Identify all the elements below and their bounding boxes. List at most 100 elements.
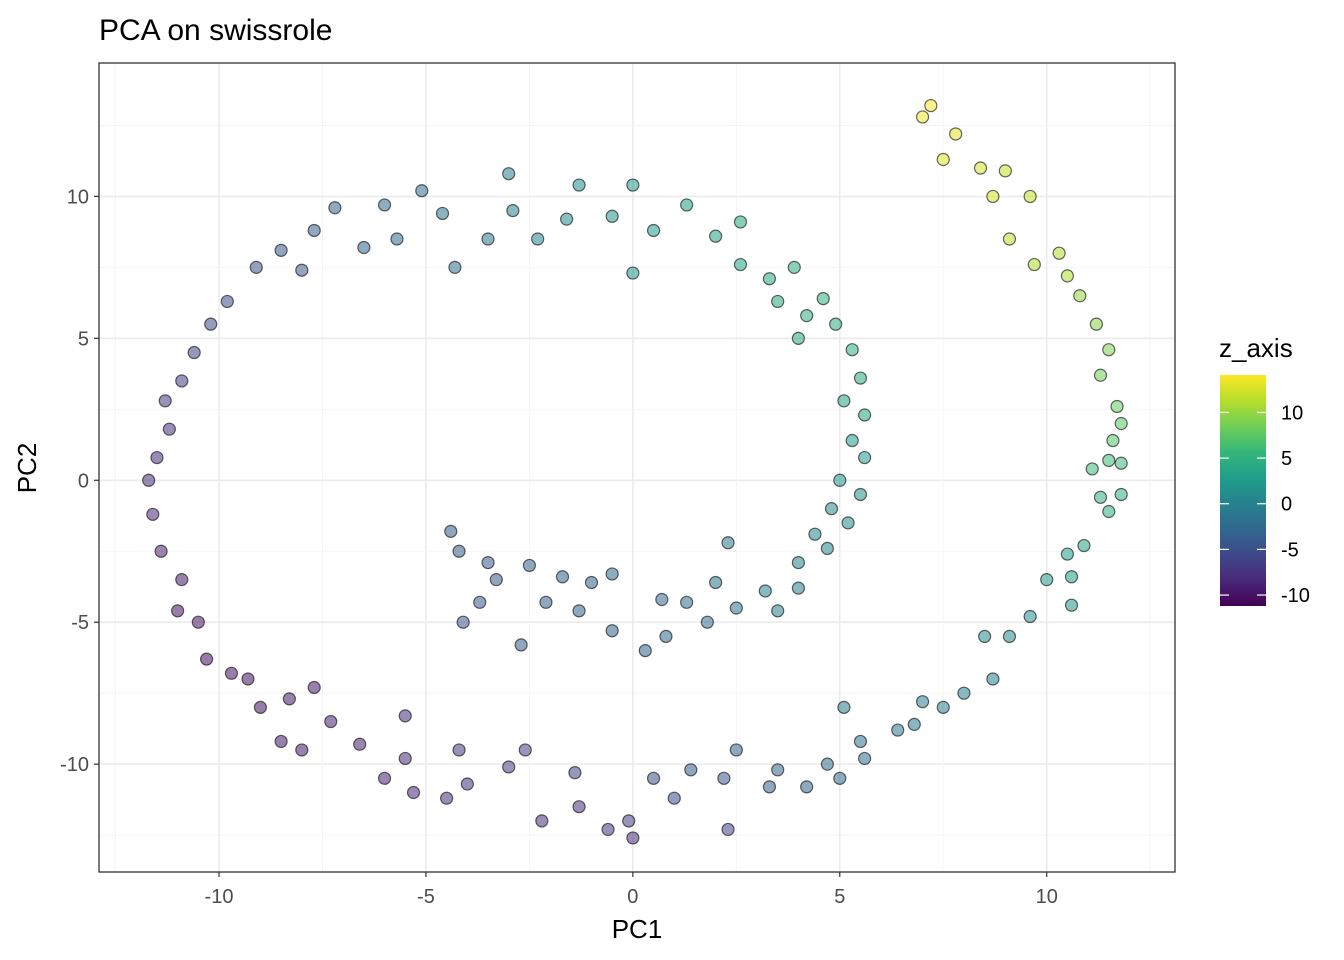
data-point — [973, 161, 988, 175]
data-point — [949, 127, 963, 141]
data-point — [584, 575, 599, 590]
data-point — [572, 800, 586, 814]
data-point — [473, 595, 487, 609]
data-point — [845, 433, 859, 448]
colorbar — [1220, 375, 1266, 606]
data-point — [853, 734, 868, 749]
data-point — [295, 743, 309, 757]
data-point — [1093, 490, 1108, 504]
data-point — [638, 643, 652, 658]
data-point — [146, 507, 160, 521]
data-point — [398, 751, 412, 766]
data-point — [824, 502, 839, 516]
data-point — [187, 345, 201, 360]
data-point — [758, 584, 772, 598]
data-point — [514, 638, 528, 652]
data-point — [150, 450, 164, 465]
data-point — [406, 785, 421, 800]
data-point — [452, 544, 466, 558]
data-point — [762, 780, 777, 794]
legend-tick-label: 5 — [1281, 448, 1292, 470]
data-point — [907, 717, 921, 731]
data-point — [626, 266, 640, 280]
data-point — [274, 243, 288, 257]
data-point — [853, 487, 868, 502]
y-tick-label: 0 — [78, 470, 89, 492]
data-point — [353, 737, 367, 751]
data-point — [1060, 269, 1075, 283]
data-point — [837, 394, 851, 408]
data-point — [572, 604, 586, 618]
data-point — [295, 263, 309, 277]
data-point — [936, 700, 950, 714]
data-point — [936, 152, 950, 167]
data-point — [800, 780, 814, 794]
data-point — [481, 232, 495, 246]
data-point — [771, 604, 785, 618]
data-point — [709, 229, 723, 243]
data-point — [733, 257, 748, 272]
data-point — [1040, 573, 1054, 587]
data-point — [915, 695, 930, 709]
data-point — [328, 201, 342, 215]
data-point — [1027, 257, 1041, 272]
data-point — [200, 652, 214, 666]
data-point — [771, 294, 785, 309]
data-point — [1114, 487, 1128, 502]
data-point — [820, 541, 834, 556]
data-point — [535, 814, 549, 828]
data-point — [357, 240, 371, 255]
data-point — [680, 198, 694, 212]
data-point — [833, 473, 847, 487]
data-point — [1114, 416, 1128, 431]
data-point — [622, 814, 636, 828]
data-point — [762, 272, 777, 286]
data-point — [390, 232, 404, 246]
data-point — [986, 672, 1000, 686]
data-point — [791, 555, 806, 570]
data-point — [282, 692, 296, 706]
data-point — [721, 822, 735, 837]
grid — [99, 63, 1175, 872]
data-point — [377, 198, 392, 212]
data-point — [481, 555, 495, 570]
legend-tick-label: -5 — [1281, 539, 1299, 561]
data-point — [733, 215, 748, 229]
data-point — [522, 558, 537, 573]
data-point — [1064, 570, 1079, 584]
data-point — [729, 743, 743, 757]
data-point — [729, 601, 743, 615]
data-point — [816, 292, 830, 306]
y-axis-label: PC2 — [12, 443, 42, 494]
x-axis: -10 -5 0 5 10 — [205, 872, 1058, 908]
data-point — [957, 686, 971, 700]
panel-border — [98, 62, 1176, 873]
data-point — [398, 709, 412, 723]
data-point — [787, 260, 801, 274]
points — [142, 98, 1128, 845]
data-point — [531, 232, 545, 246]
data-point — [605, 624, 619, 638]
data-point — [1002, 232, 1017, 246]
data-point — [891, 723, 905, 737]
data-point — [605, 209, 619, 223]
data-point — [154, 544, 168, 558]
x-tick-label: -10 — [205, 886, 234, 908]
data-point — [224, 666, 239, 680]
data-point — [175, 374, 189, 388]
data-point — [853, 371, 868, 385]
data-point — [171, 604, 185, 618]
data-point — [555, 570, 570, 584]
data-point — [833, 771, 847, 785]
data-point — [1064, 598, 1079, 612]
data-point — [1114, 456, 1128, 470]
data-point — [435, 206, 450, 221]
x-tick-label: 5 — [834, 886, 845, 908]
data-point — [518, 743, 532, 757]
data-point — [274, 734, 288, 749]
data-point — [460, 777, 474, 791]
data-point — [845, 343, 859, 357]
data-point — [659, 629, 673, 643]
data-point — [568, 766, 582, 780]
